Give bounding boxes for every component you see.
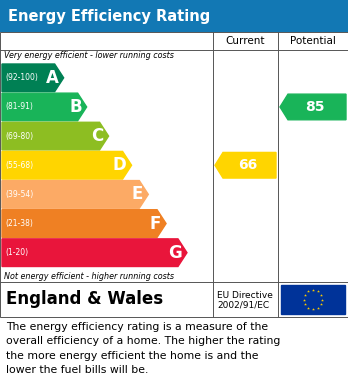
Text: (69-80): (69-80) (5, 132, 33, 141)
Text: G: G (168, 244, 182, 262)
Text: D: D (113, 156, 127, 174)
Polygon shape (2, 210, 166, 237)
Text: 85: 85 (305, 100, 325, 114)
Bar (0, 32, 348, 317)
Polygon shape (215, 152, 276, 178)
Polygon shape (2, 93, 87, 121)
Text: (55-68): (55-68) (5, 161, 33, 170)
Polygon shape (2, 239, 187, 267)
Bar (0, 317, 348, 391)
Text: F: F (150, 215, 161, 233)
Text: (1-20): (1-20) (5, 248, 28, 257)
Text: (21-38): (21-38) (5, 219, 33, 228)
Text: E: E (132, 185, 143, 203)
Text: (39-54): (39-54) (5, 190, 33, 199)
Polygon shape (2, 181, 148, 208)
Text: B: B (69, 98, 82, 116)
Polygon shape (2, 64, 64, 91)
Text: (81-91): (81-91) (5, 102, 33, 111)
Polygon shape (2, 151, 132, 179)
Text: C: C (91, 127, 104, 145)
Polygon shape (2, 122, 109, 150)
Text: Current: Current (226, 36, 265, 46)
Text: England & Wales: England & Wales (6, 291, 163, 308)
Bar (0, 0, 348, 32)
Polygon shape (280, 94, 346, 120)
Text: Potential: Potential (290, 36, 336, 46)
Text: A: A (46, 69, 59, 87)
Text: EU Directive: EU Directive (217, 291, 273, 300)
Text: Not energy efficient - higher running costs: Not energy efficient - higher running co… (4, 272, 174, 281)
Text: The energy efficiency rating is a measure of the
overall efficiency of a home. T: The energy efficiency rating is a measur… (6, 322, 280, 375)
Bar (281, 285, 345, 314)
Text: 2002/91/EC: 2002/91/EC (217, 300, 269, 309)
Text: 66: 66 (238, 158, 257, 172)
Text: Energy Efficiency Rating: Energy Efficiency Rating (8, 9, 210, 23)
Text: (92-100): (92-100) (5, 74, 38, 83)
Text: Very energy efficient - lower running costs: Very energy efficient - lower running co… (4, 51, 174, 60)
